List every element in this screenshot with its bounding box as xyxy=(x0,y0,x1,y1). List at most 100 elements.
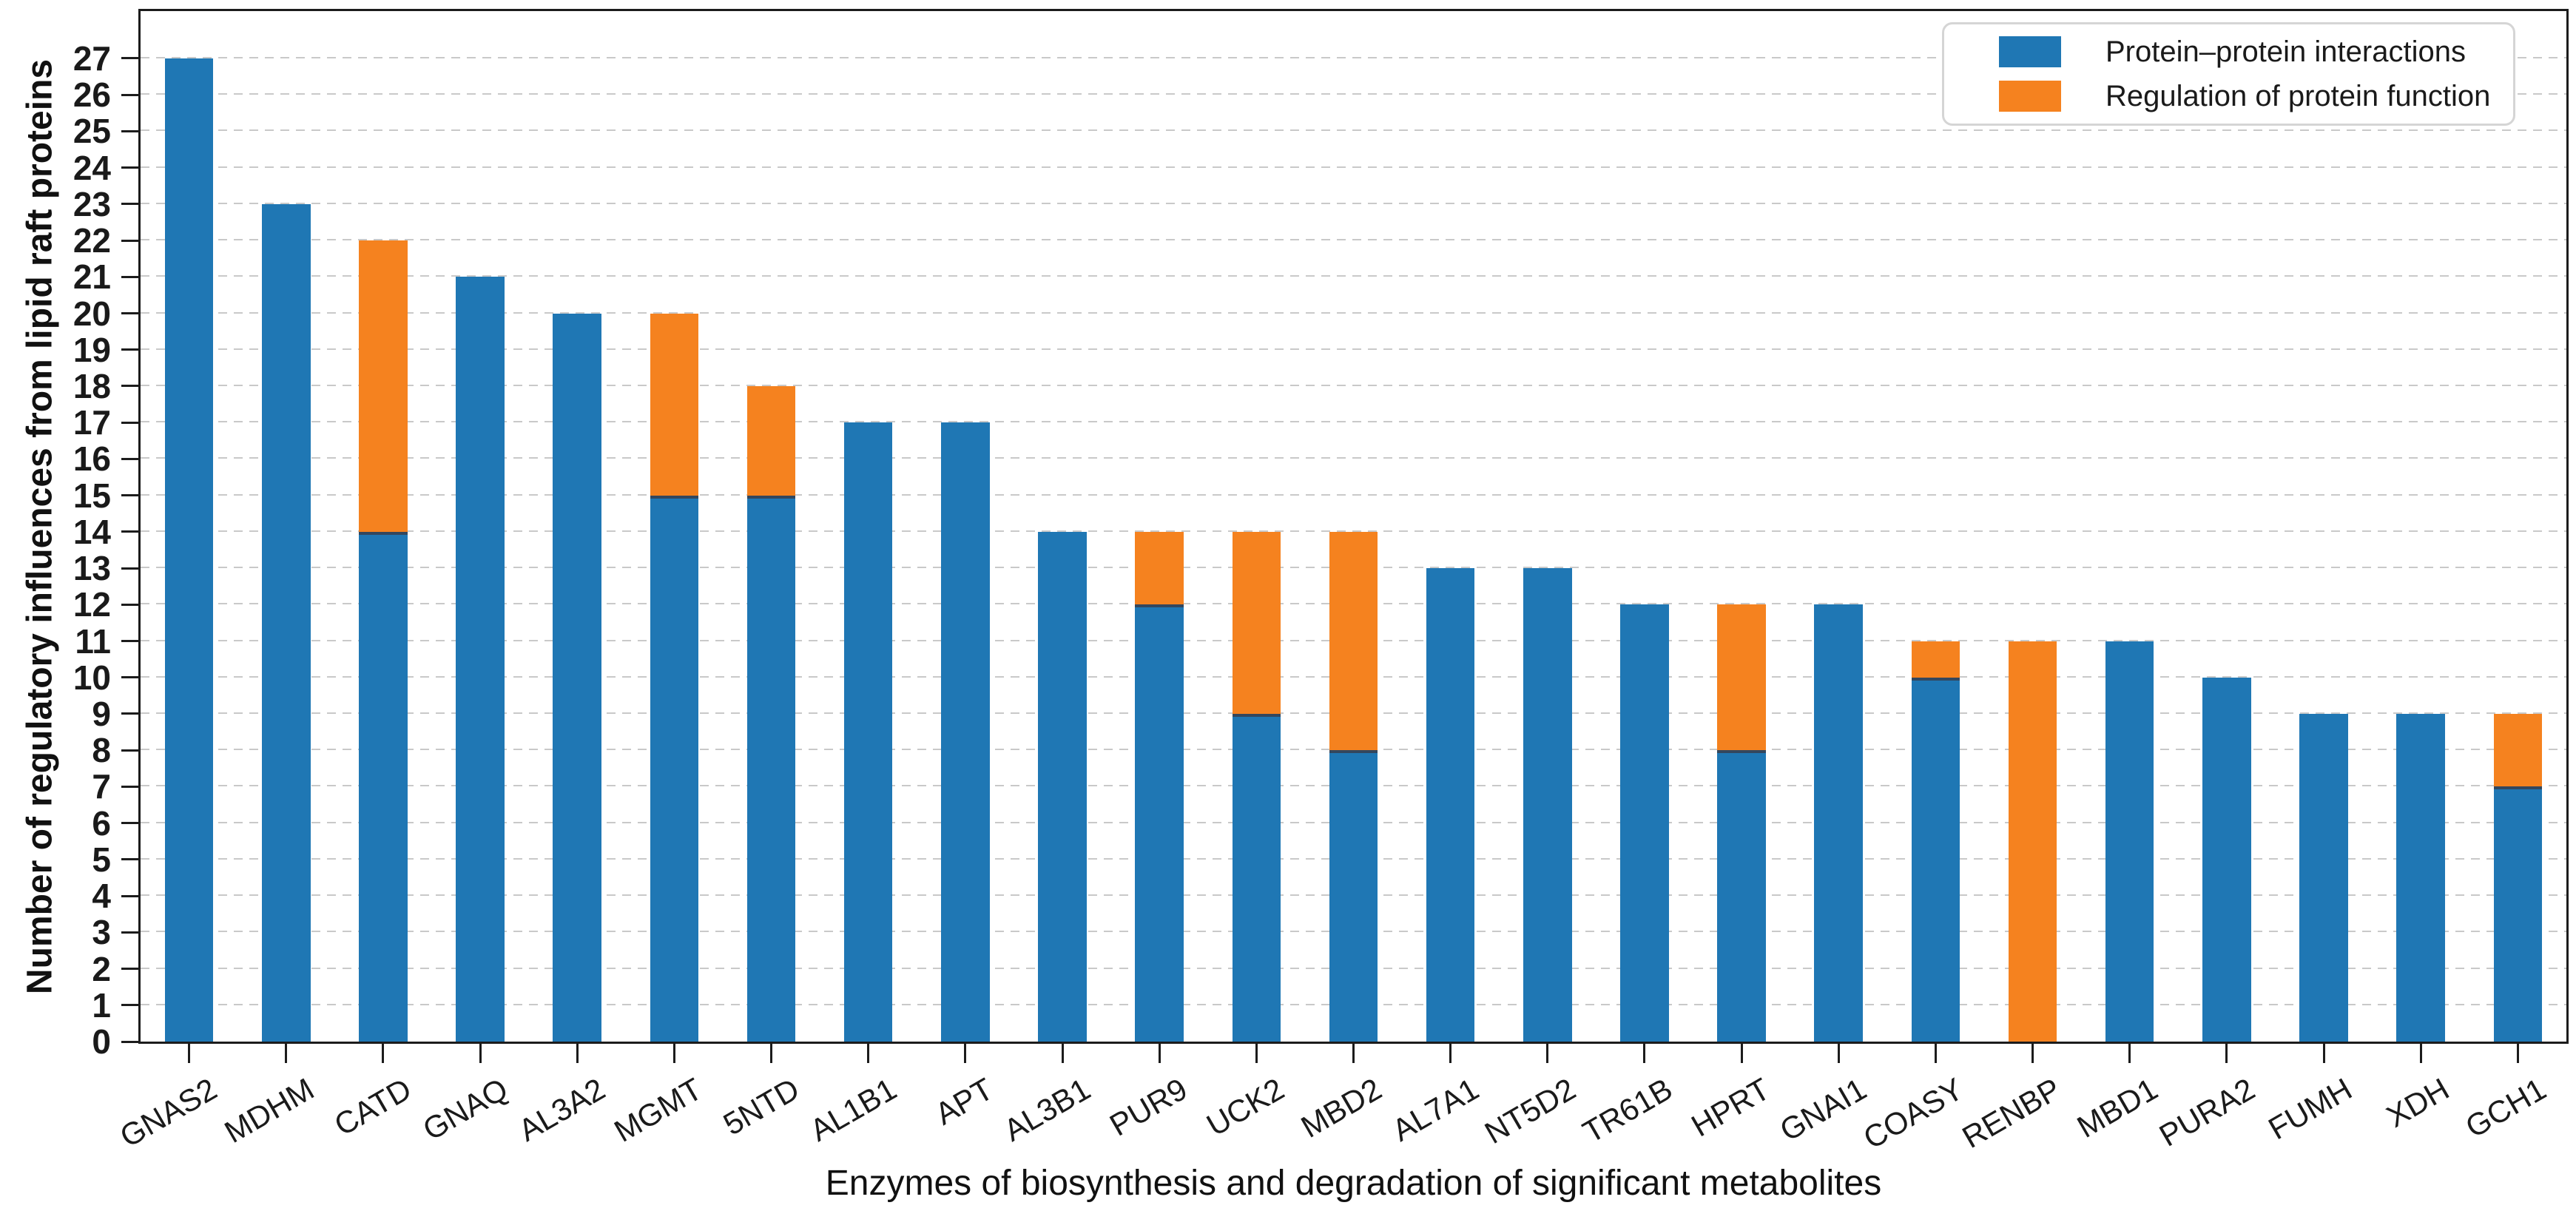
bar-slot-MBD1 xyxy=(2081,11,2178,1042)
y-tick-label: 8 xyxy=(92,731,111,770)
x-category-label: GNAQ xyxy=(417,1071,514,1147)
y-tick xyxy=(121,93,138,96)
x-tick xyxy=(1643,1044,1646,1063)
bar-NT5D2 xyxy=(1523,11,1572,1042)
y-tick-label: 6 xyxy=(92,803,111,843)
bar-slot-PUR9 xyxy=(1111,11,1208,1042)
gridline xyxy=(141,202,2566,204)
bar-segment-blue xyxy=(164,58,214,1042)
gridline xyxy=(141,348,2566,350)
y-tick xyxy=(121,1040,138,1043)
bar-UCK2 xyxy=(1232,11,1281,1042)
x-tick xyxy=(2516,1044,2519,1063)
y-tick-label: 25 xyxy=(73,112,111,151)
y-tick-label: 23 xyxy=(73,184,111,223)
x-tick xyxy=(479,1044,482,1063)
x-category-label: MGMT xyxy=(608,1071,708,1149)
x-category-label: PUR9 xyxy=(1104,1071,1193,1143)
bar-segment-orange xyxy=(1135,531,1184,605)
y-tick xyxy=(121,712,138,715)
bar-slot-GNAI1 xyxy=(1790,11,1887,1042)
y-tick xyxy=(121,640,138,643)
y-tick-label: 16 xyxy=(73,439,111,479)
bar-slot-MDHM xyxy=(237,11,334,1042)
y-tick-label: 9 xyxy=(92,694,111,733)
x-tick xyxy=(2032,1044,2034,1063)
x-tick xyxy=(1255,1044,1258,1063)
y-tick-label: 15 xyxy=(73,476,111,515)
y-tick-label: 0 xyxy=(92,1022,111,1061)
bar-segment-blue xyxy=(359,531,408,1042)
y-tick-label: 12 xyxy=(73,585,111,624)
bar-slot-TR61B xyxy=(1596,11,1693,1042)
bar-slot-XDH xyxy=(2373,11,2469,1042)
x-category-label: PURA2 xyxy=(2153,1071,2261,1153)
y-tick xyxy=(121,858,138,861)
bar-GNAI1 xyxy=(1814,11,1864,1042)
bar-slot-CATD xyxy=(334,11,431,1042)
legend-label: Protein–protein interactions xyxy=(2105,35,2466,68)
x-tick xyxy=(1352,1044,1355,1063)
bar-segment-blue xyxy=(1717,750,1766,1042)
bar-5NTD xyxy=(746,11,796,1042)
x-category-label: FUMH xyxy=(2262,1071,2358,1147)
gridline xyxy=(141,166,2566,168)
x-category-label: XDH xyxy=(2380,1071,2455,1135)
bar-segment-blue xyxy=(2299,714,2348,1042)
y-tick xyxy=(121,676,138,679)
bar-segment-blue xyxy=(261,203,311,1042)
x-category-label: HPRT xyxy=(1685,1071,1776,1144)
x-tick xyxy=(770,1044,773,1063)
y-tick xyxy=(121,1004,138,1007)
gridline xyxy=(141,530,2566,532)
x-tick xyxy=(2419,1044,2422,1063)
bar-segment-blue xyxy=(1523,568,1572,1042)
x-tick xyxy=(964,1044,967,1063)
bar-segment-blue xyxy=(843,422,893,1042)
plot-area xyxy=(138,9,2569,1044)
legend-label: Regulation of protein function xyxy=(2105,79,2491,112)
x-category-label: APT xyxy=(929,1071,999,1132)
bar-XDH xyxy=(2396,11,2445,1042)
bar-TR61B xyxy=(1620,11,1669,1042)
bar-slot-UCK2 xyxy=(1208,11,1305,1042)
y-tick-label: 27 xyxy=(73,38,111,78)
y-tick-label: 7 xyxy=(92,767,111,806)
bar-slot-MBD2 xyxy=(1305,11,1402,1042)
gridline xyxy=(141,57,2566,58)
y-tick-label: 21 xyxy=(73,257,111,297)
bar-slot-RENBP xyxy=(1984,11,2081,1042)
x-category-label: CATD xyxy=(328,1071,417,1143)
bar-MBD1 xyxy=(2105,11,2154,1042)
y-tick xyxy=(121,166,138,169)
bar-segment-blue xyxy=(456,277,505,1042)
legend-box: Protein–protein interactions Regulation … xyxy=(1942,22,2515,126)
bar-MGMT xyxy=(650,11,699,1042)
y-tick xyxy=(121,968,138,971)
y-tick xyxy=(121,239,138,242)
x-category-label: AL3A2 xyxy=(513,1071,611,1148)
y-tick-label: 17 xyxy=(73,403,111,442)
y-tick-label: 13 xyxy=(73,549,111,588)
bar-segment-orange xyxy=(650,313,699,496)
bar-slot-AL3B1 xyxy=(1014,11,1110,1042)
y-tick xyxy=(121,312,138,315)
gridline xyxy=(141,239,2566,241)
y-tick-label: 22 xyxy=(73,221,111,260)
y-tick xyxy=(121,494,138,497)
y-tick xyxy=(121,421,138,424)
bar-segment-blue xyxy=(1232,714,1281,1042)
legend-swatch-blue xyxy=(1999,36,2061,67)
x-tick xyxy=(285,1044,288,1063)
y-tick-label: 2 xyxy=(92,949,111,988)
bar-segment-orange xyxy=(1717,604,1766,751)
bar-segment-orange xyxy=(1232,531,1281,714)
bar-segment-blue xyxy=(1426,568,1475,1042)
bar-MDHM xyxy=(261,11,311,1042)
y-tick xyxy=(121,567,138,570)
x-category-label: NT5D2 xyxy=(1478,1071,1582,1151)
bar-COASY xyxy=(1911,11,1960,1042)
x-category-label: GNAS2 xyxy=(114,1071,223,1154)
bar-MBD2 xyxy=(1329,11,1378,1042)
bar-slot-AL1B1 xyxy=(820,11,917,1042)
